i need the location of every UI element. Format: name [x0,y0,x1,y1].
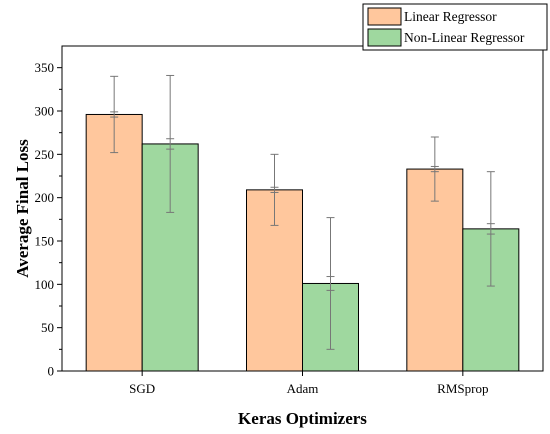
y-tick-label: 250 [35,147,55,162]
x-tick-label: Adam [287,381,319,396]
legend-label: Non-Linear Regressor [404,30,525,45]
y-tick-label: 100 [35,277,55,292]
y-tick-label: 0 [48,364,55,379]
y-axis-title: Average Final Loss [13,139,32,278]
y-tick-label: 150 [35,234,55,249]
bar-linear-regressor-rmsprop [406,168,464,372]
legend-label: Linear Regressor [404,9,497,24]
bar-linear-regressor-sgd [85,113,143,372]
x-tick-label: RMSprop [437,381,488,396]
legend-swatch [367,28,402,47]
x-tick-label: SGD [129,381,155,396]
legend-swatch [367,7,402,26]
x-axis-title: Keras Optimizers [238,409,367,428]
y-tick-label: 50 [41,320,54,335]
y-tick-label: 300 [35,104,55,119]
y-tick-label: 200 [35,190,55,205]
y-tick-label: 350 [35,60,55,75]
